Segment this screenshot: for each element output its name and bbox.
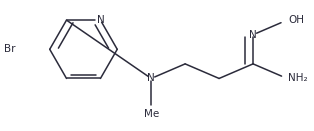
Text: N: N <box>249 30 257 40</box>
Text: N: N <box>147 73 155 83</box>
Text: Br: Br <box>4 44 15 54</box>
Text: OH: OH <box>288 15 304 25</box>
Text: Me: Me <box>143 109 159 119</box>
Text: NH₂: NH₂ <box>288 73 308 83</box>
Text: N: N <box>97 15 104 25</box>
